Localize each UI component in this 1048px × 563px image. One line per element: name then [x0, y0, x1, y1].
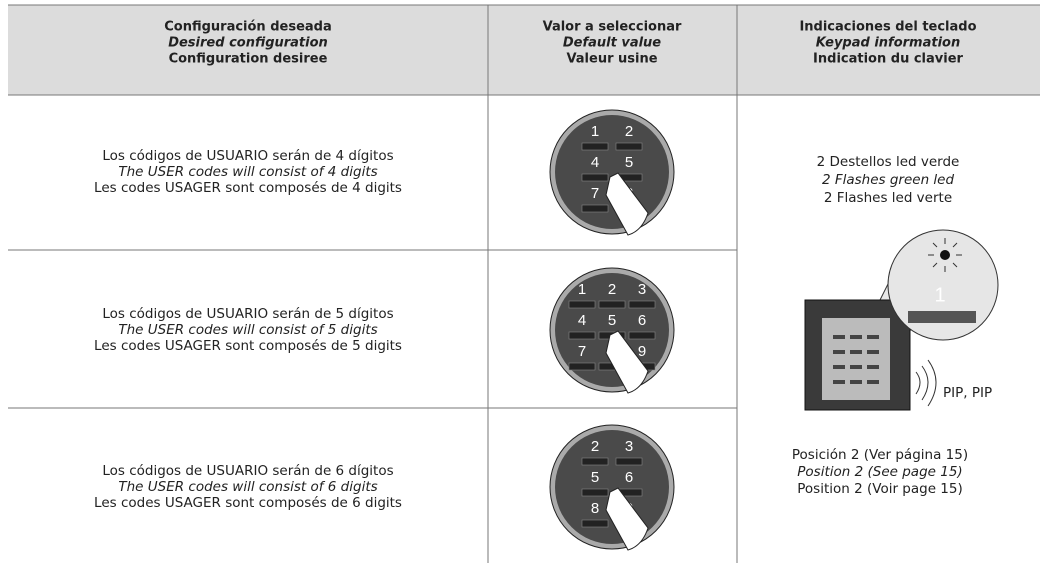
sound-label: PIP, PIP [943, 385, 992, 401]
key-digit: 1 [578, 281, 586, 298]
key [581, 488, 609, 497]
key [615, 142, 643, 151]
indication-text: 2 Flashes led verte [824, 190, 952, 206]
row-text: Los códigos de USUARIO serán de 5 dígito… [102, 306, 393, 322]
header-text: Configuration desiree [169, 52, 328, 67]
header-text: Keypad information [816, 36, 960, 51]
keypad-device [804, 229, 999, 411]
key [628, 331, 656, 340]
indication-text: Position 2 (Voir page 15) [797, 481, 963, 497]
key [581, 519, 609, 528]
header-text: Indication du clavier [813, 52, 963, 67]
key [628, 300, 656, 309]
header-text: Valeur usine [566, 52, 657, 67]
key-digit: 4 [591, 154, 599, 171]
key-digit: 2 [591, 438, 599, 455]
table-lines [8, 4, 1040, 563]
header-text: Indicaciones del teclado [799, 20, 976, 35]
row-text: The USER codes will consist of 6 digits [118, 479, 377, 495]
key-digit: 6 [638, 312, 646, 329]
key-digit: 4 [578, 312, 586, 329]
key [568, 331, 596, 340]
key-digit: 1 [591, 123, 599, 140]
keypad [555, 115, 669, 229]
key-digit: 6 [625, 469, 633, 486]
key [568, 300, 596, 309]
key [581, 173, 609, 182]
row-text: Les codes USAGER sont composés de 4 digi… [94, 180, 402, 196]
key-digit: 5 [591, 469, 599, 486]
header-text: Configuración deseada [164, 20, 332, 35]
key-digit: 7 [591, 185, 599, 202]
key [581, 204, 609, 213]
header-text: Desired configuration [168, 36, 328, 51]
row-text: The USER codes will consist of 5 digits [118, 322, 377, 338]
key-digit: 3 [638, 281, 646, 298]
indication-text: 2 Flashes green led [822, 172, 955, 188]
row-text: Los códigos de USUARIO serán de 6 dígito… [102, 463, 393, 479]
indication-text: 2 Destellos led verde [817, 154, 960, 170]
indication-text: Position 2 (See page 15) [797, 464, 962, 480]
key [568, 362, 596, 371]
key-digit: 5 [608, 312, 616, 329]
key [598, 300, 626, 309]
indication-text: Posición 2 (Ver página 15) [792, 447, 968, 463]
key [615, 457, 643, 466]
key-digit: 8 [591, 500, 599, 517]
key-digit: 2 [625, 123, 633, 140]
key-digit: 2 [608, 281, 616, 298]
row-text: Les codes USAGER sont composés de 6 digi… [94, 495, 402, 511]
key-digit: 9 [638, 343, 646, 360]
finger [605, 487, 649, 551]
keypad [555, 430, 669, 544]
header-text: Valor a seleccionar [543, 20, 682, 35]
row-text: Los códigos de USUARIO serán de 4 dígito… [102, 148, 393, 164]
header-text: Default value [563, 36, 661, 51]
finger [605, 330, 649, 394]
key [581, 142, 609, 151]
led-digit: 1 [934, 284, 945, 306]
key [581, 457, 609, 466]
key-digit: 7 [578, 343, 586, 360]
row-text: Les codes USAGER sont composés de 5 digi… [94, 338, 402, 354]
key-digit: 5 [625, 154, 633, 171]
key-digit: 3 [625, 438, 633, 455]
finger [605, 172, 649, 236]
row-text: The USER codes will consist of 4 digits [118, 164, 377, 180]
header-background [8, 5, 1040, 95]
